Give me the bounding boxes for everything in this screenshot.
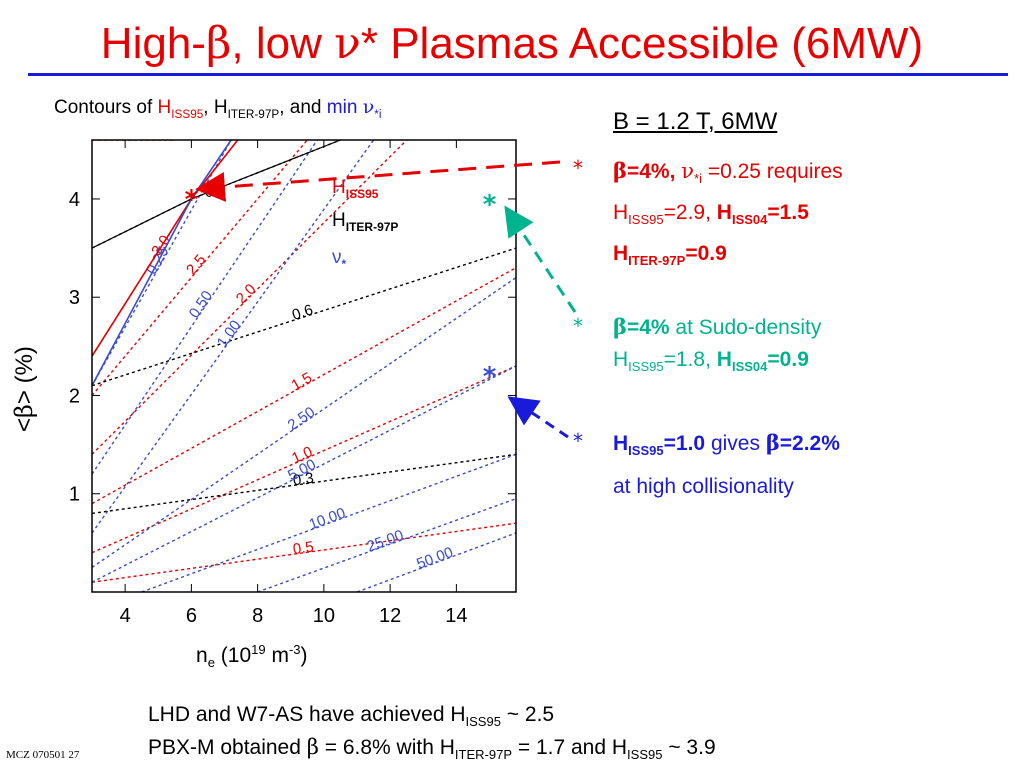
contour-label-iter97p: 0.3 (292, 470, 315, 490)
y-tick-label: 1 (69, 484, 80, 506)
x-tick-label: 4 (120, 605, 131, 627)
contour-iss95-1_0 (92, 365, 516, 554)
contour-label-iss95: 2.0 (233, 281, 260, 308)
footer: MCZ 070501 27 (6, 749, 80, 761)
title-underline (28, 73, 1008, 76)
contour-label-nu-star: 25.00 (365, 527, 406, 556)
plot-frame (91, 139, 517, 593)
legend-nu-star: ν* (332, 247, 347, 271)
data-point-2: * (483, 190, 497, 220)
chart-subtitle: Contours of HISS95, HITER-97P, and min ν… (54, 96, 382, 121)
contour-nu-star-50_00 (356, 532, 516, 592)
contour-label-nu-star: 2.50 (285, 404, 319, 435)
contour-nu-star-0_50 (92, 140, 318, 475)
y-tick-label: 3 (69, 287, 80, 309)
contour-iss95-2_0 (92, 140, 408, 455)
note-1: β=4%, ν*i =0.25 requires HISS95=2.9, HIS… (613, 158, 843, 269)
y-axis-label: <β> (%) (10, 346, 38, 432)
note-3: HISS95=1.0 gives β=2.2% at high collisio… (613, 430, 840, 499)
bottom-line-1: LHD and W7-AS have achieved HISS95 ~ 2.5 (148, 703, 555, 730)
contour-label-iss95: 3.5 (123, 127, 144, 144)
contour-label-nu-star: 1.00 (214, 317, 245, 351)
x-tick-label: 14 (445, 605, 467, 627)
contour-iter97p-0_6 (92, 247, 516, 387)
contour-iter97p-0_3 (92, 453, 516, 515)
arrow-blue (507, 396, 569, 439)
contour-label-nu-star: 0.50 (186, 288, 216, 322)
arrow-red (195, 160, 561, 202)
x-tick-label: 8 (252, 605, 263, 627)
contour-iter-solid (92, 140, 341, 249)
x-tick-label: 10 (313, 605, 335, 627)
y-tick-label: 2 (69, 385, 80, 407)
y-tick-label: 4 (69, 189, 80, 211)
bottom-line-2: PBX-M obtained β = 6.8% with HITER-97P =… (148, 735, 716, 763)
contour-nu-star-5_00 (92, 365, 516, 583)
x-tick-label: 6 (186, 605, 197, 627)
arrow-teal (504, 205, 577, 313)
x-tick-label: 12 (379, 605, 401, 627)
data-point-1: * (185, 185, 199, 215)
contour-nu-star-10_00 (141, 453, 516, 592)
contour-iss95-1_5 (92, 267, 516, 505)
contour-label-iter97p: 0.6 (290, 301, 315, 324)
contour-label-iss95: 1.0 (289, 443, 315, 467)
contour-label-nu-star: 10.00 (307, 505, 348, 534)
contour-nu-star-1_00 (92, 140, 375, 534)
legend-iter97p: HITER-97P (332, 210, 398, 234)
contour-iss95-0_5 (92, 522, 516, 583)
x-axis-label: ne (1019 m-3) (196, 642, 308, 671)
contour-label-iss95: 2.5 (183, 251, 209, 278)
contour-label-iss95: 0.5 (292, 538, 315, 558)
contour-nu-star-2_50 (92, 277, 516, 568)
slide-title: High-β, low ν* Plasmas Accessible (6MW) (100, 18, 924, 69)
contour-label-iss95: 1.5 (289, 369, 315, 394)
bullet-1: * (573, 156, 583, 180)
right-header: B = 1.2 T, 6MW (613, 108, 778, 135)
note-2: β=4% at Sudo-density HISS95=1.8, HISS04=… (613, 314, 822, 375)
contour-chart: 3.53.02.52.01.51.00.50.90.60.30.250.501.… (69, 127, 577, 627)
data-point-3: * (483, 362, 497, 392)
bullet-2: * (573, 314, 583, 338)
legend-iss95: HISS95 (332, 177, 379, 201)
contour-label-nu-star: 50.00 (414, 544, 455, 573)
bullet-3: * (573, 429, 583, 453)
contour-nu-star-25_00 (257, 498, 516, 592)
